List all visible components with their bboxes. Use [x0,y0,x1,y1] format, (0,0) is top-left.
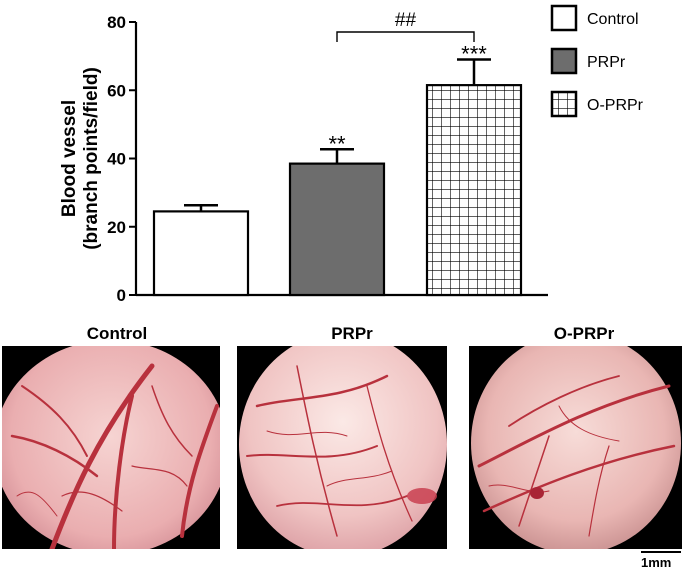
panel-title-oprpr: O-PRPr [553,324,615,343]
significance-label-1: ** [328,131,346,156]
scale-label: 1mm [641,555,672,570]
panel-title-control: Control [86,324,148,343]
bar-prpr [288,162,386,297]
bracket-label: ## [395,10,417,31]
y-tick-label-0: 0 [117,286,126,305]
legend-label-2: O-PRPr [587,97,644,114]
photo-control [2,346,220,549]
legend-swatch-1 [550,47,578,75]
y-tick-label-4: 80 [107,13,126,32]
y-axis-title-line1: Blood vessel [59,100,80,217]
panel-title-prpr: PRPr [331,324,373,343]
significance-label-2: *** [461,42,487,67]
bar-control [152,210,250,297]
bar-chart: 0 20 40 60 80 Blood vessel (branch points/fiel… [59,4,644,305]
photo-oprpr [469,346,682,549]
legend-label-1: PRPr [587,54,626,71]
y-tick-label-3: 60 [107,81,126,100]
bar-o-prpr [425,84,523,297]
y-tick-label-1: 20 [107,218,126,237]
scale-bar [641,551,681,553]
y-axis-title-line2: (branch points/field) [81,67,102,250]
photo-prpr [237,346,447,549]
legend-swatch-2 [550,90,578,118]
legend-label-0: Control [587,11,639,28]
legend-swatch-0 [550,4,578,32]
y-tick-label-2: 40 [107,150,126,169]
comparison-bracket [336,31,475,42]
